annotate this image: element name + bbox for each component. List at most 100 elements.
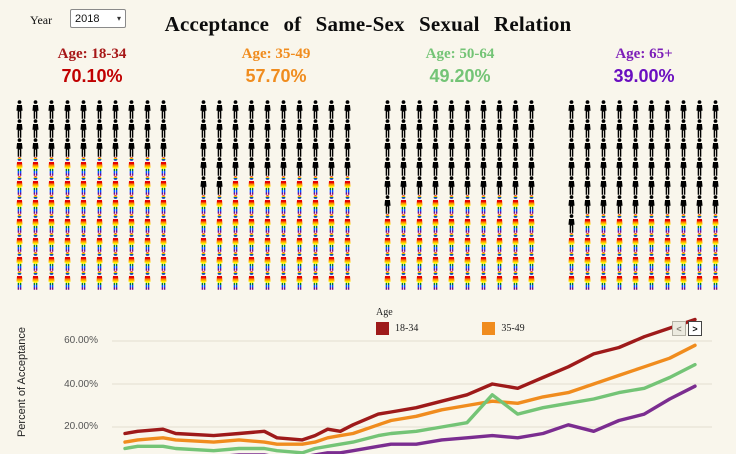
person-icon-not-accepting xyxy=(448,157,455,176)
person-icon-accepting xyxy=(480,252,487,271)
person-icon-not-accepting xyxy=(600,100,607,119)
person-icon-not-accepting xyxy=(480,119,487,138)
person-icon-not-accepting xyxy=(616,195,623,214)
person-icon-accepting xyxy=(312,252,319,271)
person-icon-not-accepting xyxy=(232,157,239,176)
person-icon-accepting xyxy=(568,271,575,290)
page-title: Acceptance of Same-Sex Sexual Relation xyxy=(164,12,572,36)
person-icon-not-accepting xyxy=(432,119,439,138)
person-icon-accepting xyxy=(648,233,655,252)
person-icon-not-accepting xyxy=(448,100,455,119)
person-icon-accepting xyxy=(328,252,335,271)
person-icon-accepting xyxy=(600,252,607,271)
person-icon-not-accepting xyxy=(216,119,223,138)
legend-title: Age xyxy=(376,307,393,318)
chart-legend: Age 18-34 35-49 xyxy=(376,307,525,335)
person-icon-accepting xyxy=(312,214,319,233)
person-icon-accepting xyxy=(160,214,167,233)
person-icon-not-accepting xyxy=(232,119,239,138)
y-tick-40: 40.00% xyxy=(64,379,98,390)
person-icon-accepting xyxy=(680,252,687,271)
person-icon-not-accepting xyxy=(344,157,351,176)
person-icon-accepting xyxy=(664,233,671,252)
legend-label-35-49: 35-49 xyxy=(501,323,525,334)
person-icon-accepting xyxy=(16,233,23,252)
person-icon-not-accepting xyxy=(712,176,719,195)
legend-prev-button[interactable]: < xyxy=(672,321,686,336)
person-icon-not-accepting xyxy=(160,100,167,119)
person-icon-accepting xyxy=(128,195,135,214)
person-icon-not-accepting xyxy=(200,119,207,138)
person-icon-accepting xyxy=(480,195,487,214)
person-icon-accepting xyxy=(144,252,151,271)
person-icon-not-accepting xyxy=(464,119,471,138)
person-icon-not-accepting xyxy=(344,100,351,119)
y-tick-20: 20.00% xyxy=(64,421,98,432)
person-icon-accepting xyxy=(248,195,255,214)
person-icon-accepting xyxy=(144,157,151,176)
person-icon-accepting xyxy=(232,176,239,195)
person-icon-not-accepting xyxy=(600,119,607,138)
person-icon-accepting xyxy=(128,214,135,233)
legend-label-18-34: 18-34 xyxy=(395,323,419,334)
year-select[interactable]: 2018 ▾ xyxy=(70,9,126,28)
waffle-chart-50-64 xyxy=(380,100,540,290)
person-icon-accepting xyxy=(696,271,703,290)
age-group-value: 49.20% xyxy=(429,66,491,86)
age-group-row: Age: 18-34 70.10% Age: 35-49 57.70% Age:… xyxy=(0,40,736,290)
person-icon-accepting xyxy=(32,233,39,252)
person-icon-accepting xyxy=(528,195,535,214)
person-icon-not-accepting xyxy=(680,157,687,176)
person-icon-not-accepting xyxy=(480,176,487,195)
person-icon-accepting xyxy=(96,157,103,176)
person-icon-accepting xyxy=(48,214,55,233)
person-icon-not-accepting xyxy=(416,157,423,176)
person-icon-not-accepting xyxy=(48,138,55,157)
person-icon-not-accepting xyxy=(80,138,87,157)
person-icon-accepting xyxy=(296,233,303,252)
person-icon-not-accepting xyxy=(96,119,103,138)
legend-next-button[interactable]: > xyxy=(688,321,702,336)
person-icon-not-accepting xyxy=(384,176,391,195)
person-icon-accepting xyxy=(448,214,455,233)
person-icon-accepting xyxy=(432,233,439,252)
age-group-label: Age: 50-64 xyxy=(425,46,495,62)
person-icon-not-accepting xyxy=(528,176,535,195)
person-icon-accepting xyxy=(112,176,119,195)
trend-line-chart: Percent of Acceptance 60.00% 40.00% 20.0… xyxy=(0,306,736,454)
person-icon-accepting xyxy=(632,271,639,290)
person-icon-not-accepting xyxy=(584,119,591,138)
person-icon-not-accepting xyxy=(264,119,271,138)
person-icon-not-accepting xyxy=(160,138,167,157)
person-icon-accepting xyxy=(32,157,39,176)
person-icon-not-accepting xyxy=(112,100,119,119)
person-icon-not-accepting xyxy=(696,100,703,119)
person-icon-accepting xyxy=(648,214,655,233)
person-icon-not-accepting xyxy=(648,195,655,214)
person-icon-not-accepting xyxy=(664,100,671,119)
person-icon-not-accepting xyxy=(248,138,255,157)
y-tick-60: 60.00% xyxy=(64,335,98,346)
person-icon-not-accepting xyxy=(296,119,303,138)
person-icon-not-accepting xyxy=(512,100,519,119)
person-icon-accepting xyxy=(448,233,455,252)
person-icon-not-accepting xyxy=(328,119,335,138)
person-icon-not-accepting xyxy=(200,138,207,157)
person-icon-accepting xyxy=(512,252,519,271)
person-icon-accepting xyxy=(32,214,39,233)
person-icon-accepting xyxy=(48,233,55,252)
person-icon-accepting xyxy=(280,176,287,195)
waffle-chart-18-34 xyxy=(12,100,172,290)
person-icon-accepting xyxy=(400,195,407,214)
person-icon-not-accepting xyxy=(216,157,223,176)
person-icon-accepting xyxy=(232,252,239,271)
person-icon-not-accepting xyxy=(96,138,103,157)
person-icon-not-accepting xyxy=(32,138,39,157)
person-icon-not-accepting xyxy=(48,119,55,138)
person-icon-accepting xyxy=(296,271,303,290)
person-icon-accepting xyxy=(80,176,87,195)
person-icon-not-accepting xyxy=(680,195,687,214)
person-icon-not-accepting xyxy=(632,157,639,176)
person-icon-accepting xyxy=(432,252,439,271)
person-icon-accepting xyxy=(712,233,719,252)
